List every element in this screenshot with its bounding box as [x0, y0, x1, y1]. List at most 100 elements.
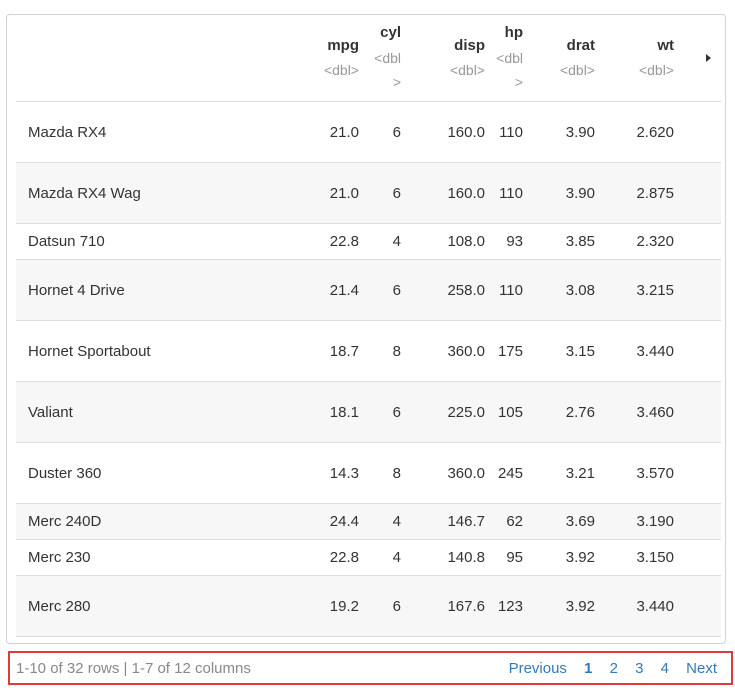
row-name: Datsun 710: [16, 223, 316, 260]
more-columns-button[interactable]: [685, 15, 721, 102]
cell-hp: 105: [496, 381, 534, 443]
cell-hp: 245: [496, 442, 534, 504]
table-footer: 1-10 of 32 rows | 1-7 of 12 columns Prev…: [8, 651, 733, 685]
cell-hp: 175: [496, 320, 534, 382]
pagination: Previous 1 2 3 4 Next: [509, 660, 717, 677]
cell-drat: 3.90: [534, 101, 606, 163]
cell-wt: 3.460: [606, 381, 685, 443]
page-1-button[interactable]: 1: [584, 660, 593, 677]
cell-drat: 3.85: [534, 223, 606, 260]
table-row: Hornet Sportabout 18.7 8 360.0 175 3.15 3.440: [16, 320, 721, 382]
cell-mpg: 14.3: [316, 442, 370, 504]
row-name: Duster 360: [16, 442, 316, 504]
cell-wt: 3.440: [606, 320, 685, 382]
cell-cyl: 4: [370, 503, 412, 540]
column-type: <dbl>: [449, 62, 485, 78]
pagination-info: 1-10 of 32 rows | 1-7 of 12 columns: [16, 660, 251, 677]
cell-hp: 93: [496, 223, 534, 260]
cell-mpg: 21.0: [316, 101, 370, 163]
cell-mpg: 21.4: [316, 259, 370, 321]
table-row: Datsun 710 22.8 4 108.0 93 3.85 2.320: [16, 223, 721, 260]
table-row: Merc 240D 24.4 4 146.7 62 3.69 3.190: [16, 503, 721, 540]
row-name: Mazda RX4 Wag: [16, 162, 316, 224]
cell-hp: 110: [496, 101, 534, 163]
column-header-wt[interactable]: wt <dbl>: [606, 15, 685, 102]
row-name: Mazda RX4: [16, 101, 316, 163]
table-row: Mazda RX4 21.0 6 160.0 110 3.90 2.620: [16, 101, 721, 163]
cell-mpg: 24.4: [316, 503, 370, 540]
cell-cyl: 4: [370, 539, 412, 576]
column-type: <dbl>: [638, 62, 674, 78]
cell-wt: 3.570: [606, 442, 685, 504]
cell-drat: 3.90: [534, 162, 606, 224]
cell-disp: 360.0: [412, 442, 496, 504]
cell-wt: 2.320: [606, 223, 685, 260]
column-header-hp[interactable]: hp <dbl>: [496, 15, 534, 102]
column-type: <dbl>: [374, 49, 401, 91]
previous-button[interactable]: Previous: [508, 660, 567, 677]
cell-mpg: 18.7: [316, 320, 370, 382]
cell-mpg: 21.0: [316, 162, 370, 224]
cell-cyl: 8: [370, 320, 412, 382]
cell-drat: 2.76: [534, 381, 606, 443]
cell-spacer: [685, 101, 721, 163]
cell-disp: 258.0: [412, 259, 496, 321]
column-header-mpg[interactable]: mpg <dbl>: [316, 15, 370, 102]
cell-spacer: [685, 539, 721, 576]
cell-cyl: 6: [370, 381, 412, 443]
column-header-cyl[interactable]: cyl <dbl>: [370, 15, 412, 102]
table-row: Merc 280 19.2 6 167.6 123 3.92 3.440: [16, 575, 721, 637]
cell-spacer: [685, 442, 721, 504]
table-panel: mpg <dbl> cyl <dbl> disp <dbl> hp <dbl> drat…: [6, 14, 726, 644]
cell-drat: 3.69: [534, 503, 606, 540]
table-row: Merc 230 22.8 4 140.8 95 3.92 3.150: [16, 539, 721, 576]
next-button[interactable]: Next: [686, 660, 717, 677]
cell-hp: 110: [496, 259, 534, 321]
row-name: Merc 280: [16, 575, 316, 637]
cell-cyl: 6: [370, 101, 412, 163]
cell-spacer: [685, 381, 721, 443]
cell-cyl: 6: [370, 162, 412, 224]
cell-cyl: 4: [370, 223, 412, 260]
cell-spacer: [685, 259, 721, 321]
cell-drat: 3.15: [534, 320, 606, 382]
cell-spacer: [685, 320, 721, 382]
page-2-button[interactable]: 2: [609, 660, 618, 677]
cell-disp: 225.0: [412, 381, 496, 443]
cell-disp: 160.0: [412, 101, 496, 163]
cell-wt: 3.150: [606, 539, 685, 576]
row-name: Merc 230: [16, 539, 316, 576]
data-table: mpg <dbl> cyl <dbl> disp <dbl> hp <dbl> drat…: [16, 15, 721, 637]
cell-hp: 95: [496, 539, 534, 576]
cell-mpg: 22.8: [316, 223, 370, 260]
caret-right-icon: [705, 53, 711, 62]
header-row: mpg <dbl> cyl <dbl> disp <dbl> hp <dbl> drat…: [16, 15, 721, 102]
cell-drat: 3.08: [534, 259, 606, 321]
table-row: Duster 360 14.3 8 360.0 245 3.21 3.570: [16, 442, 721, 504]
cell-hp: 110: [496, 162, 534, 224]
cell-drat: 3.92: [534, 539, 606, 576]
column-type: <dbl>: [323, 62, 359, 78]
table-row: Hornet 4 Drive 21.4 6 258.0 110 3.08 3.215: [16, 259, 721, 321]
cell-drat: 3.92: [534, 575, 606, 637]
page-4-button[interactable]: 4: [660, 660, 669, 677]
cell-wt: 3.190: [606, 503, 685, 540]
cell-mpg: 22.8: [316, 539, 370, 576]
table-row: Valiant 18.1 6 225.0 105 2.76 3.460: [16, 381, 721, 443]
cell-mpg: 19.2: [316, 575, 370, 637]
cell-spacer: [685, 575, 721, 637]
column-type: <dbl>: [496, 49, 523, 91]
cell-wt: 3.215: [606, 259, 685, 321]
row-name: Hornet Sportabout: [16, 320, 316, 382]
cell-spacer: [685, 503, 721, 540]
row-name: Valiant: [16, 381, 316, 443]
table-row: Mazda RX4 Wag 21.0 6 160.0 110 3.90 2.875: [16, 162, 721, 224]
cell-hp: 62: [496, 503, 534, 540]
column-header-drat[interactable]: drat <dbl>: [534, 15, 606, 102]
column-type: <dbl>: [559, 62, 595, 78]
cell-spacer: [685, 162, 721, 224]
page-3-button[interactable]: 3: [635, 660, 644, 677]
row-name-header: [16, 15, 316, 102]
cell-disp: 140.8: [412, 539, 496, 576]
column-header-disp[interactable]: disp <dbl>: [412, 15, 496, 102]
